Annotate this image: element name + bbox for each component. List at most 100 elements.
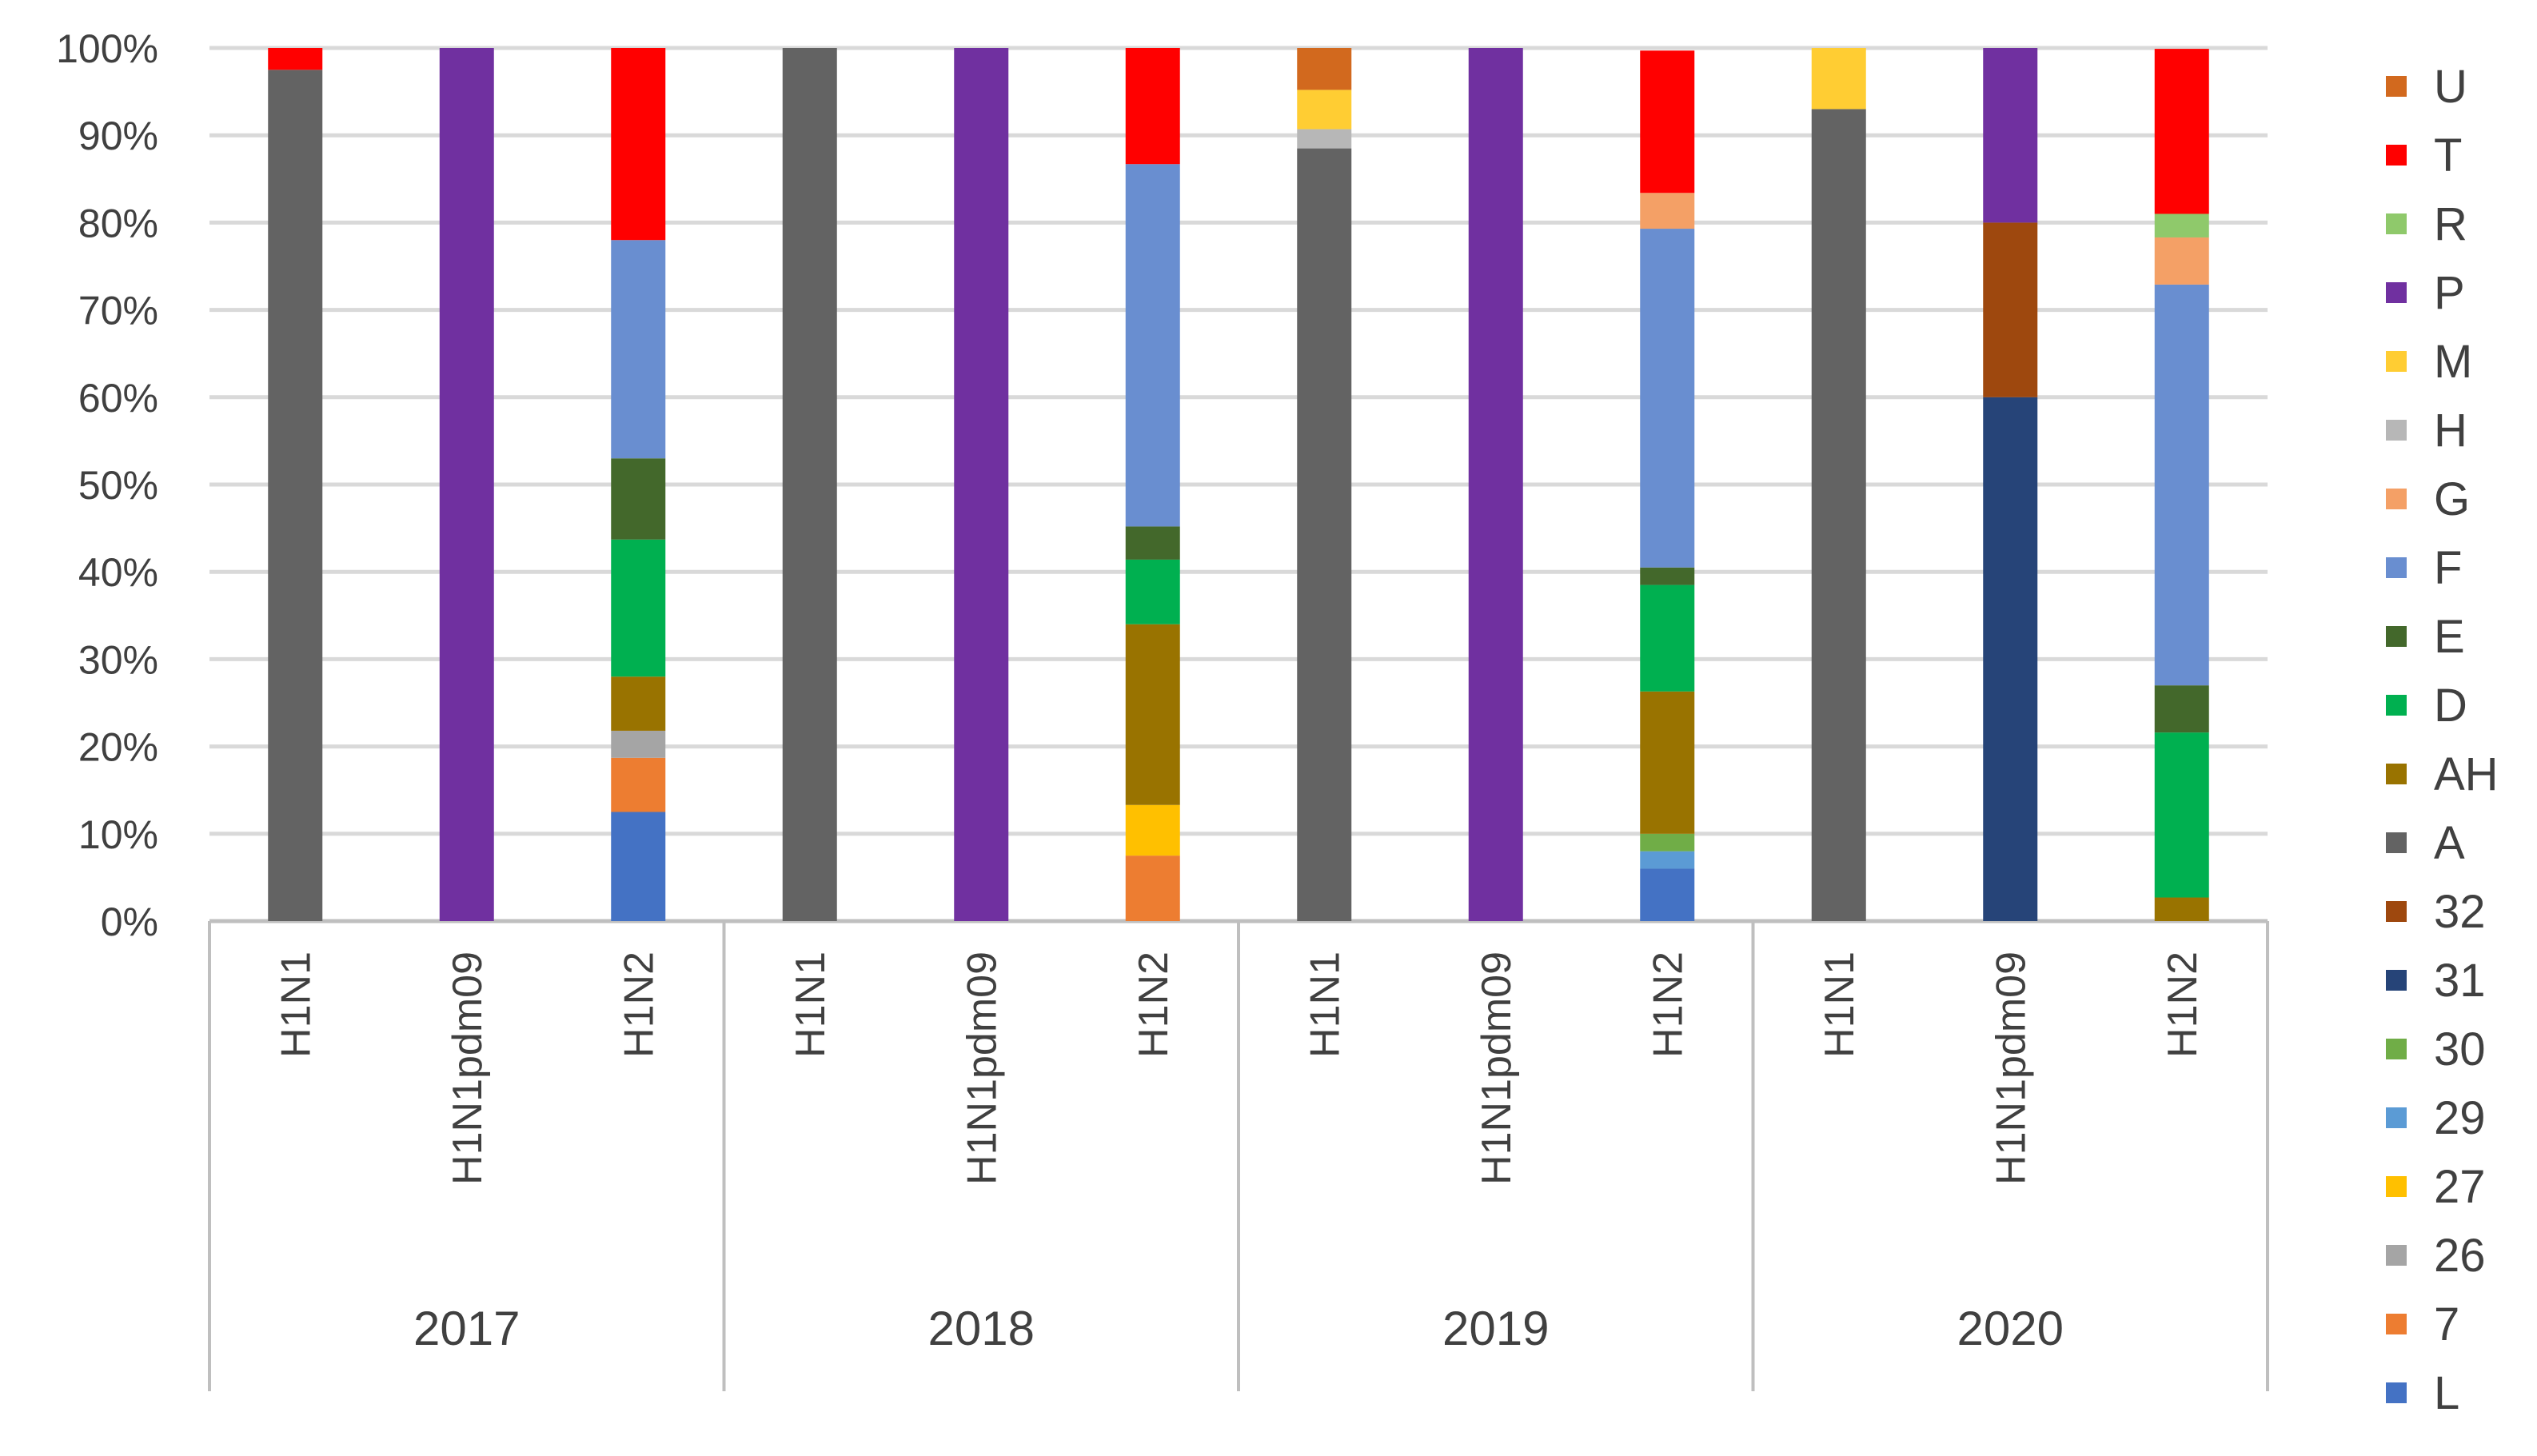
- group-label: 2020: [1957, 1302, 2064, 1355]
- y-tick-label: 40%: [78, 550, 158, 595]
- legend-swatch: [2386, 764, 2407, 784]
- legend-label: 27: [2434, 1161, 2486, 1213]
- legend-label: T: [2434, 130, 2462, 182]
- bar-segment-R: [2154, 213, 2209, 237]
- y-tick-label: 80%: [78, 201, 158, 245]
- bar-segment-D: [2154, 732, 2209, 898]
- bar-segment-T: [1125, 48, 1180, 165]
- bar-segment-F: [1640, 229, 1695, 568]
- bar-segment-G: [2154, 237, 2209, 285]
- legend-swatch: [2386, 1107, 2407, 1128]
- bar-segment-H: [1297, 129, 1352, 149]
- x-tick-label: H1N1pdm09: [959, 951, 1005, 1185]
- bar-segment-30: [1640, 833, 1695, 852]
- bar-segment-D: [1640, 584, 1695, 692]
- legend-label: 31: [2434, 955, 2486, 1007]
- bar-segment-7: [1125, 856, 1180, 921]
- y-tick-label: 60%: [78, 376, 158, 421]
- bars: [268, 48, 2209, 921]
- legend-label: 26: [2434, 1230, 2486, 1282]
- bar-segment-P: [1468, 48, 1523, 921]
- bar-segment-F: [1125, 164, 1180, 527]
- legend-label: 30: [2434, 1023, 2486, 1075]
- x-tick-label: H1N1: [788, 951, 834, 1058]
- bar-segment-M: [1297, 90, 1352, 130]
- legend-label: AH: [2434, 748, 2499, 800]
- bar-segment-T: [268, 48, 323, 70]
- legend-swatch: [2386, 695, 2407, 716]
- legend-swatch: [2386, 901, 2407, 922]
- group-label: 2018: [928, 1302, 1035, 1355]
- legend-swatch: [2386, 213, 2407, 234]
- bar-segment-T: [1640, 50, 1695, 193]
- bar-segment-F: [2154, 284, 2209, 686]
- x-tick-label: H1N1: [273, 951, 319, 1058]
- y-tick-label: 50%: [78, 463, 158, 508]
- bar-segment-31: [1983, 397, 2038, 921]
- bar-segment-L: [611, 812, 666, 921]
- x-tick-label: H1N2: [2160, 951, 2206, 1058]
- bar-segment-P: [1983, 48, 2038, 223]
- legend-label: R: [2434, 198, 2467, 250]
- legend-swatch: [2386, 282, 2407, 303]
- legend-label: 7: [2434, 1298, 2459, 1350]
- group-label: 2019: [1442, 1302, 1549, 1355]
- legend-swatch: [2386, 351, 2407, 372]
- bar-segment-AH: [611, 676, 666, 731]
- legend-swatch: [2386, 145, 2407, 166]
- x-tick-label: H1N1pdm09: [445, 951, 491, 1185]
- bar-segment-AH: [1125, 624, 1180, 805]
- y-tick-label: 10%: [78, 812, 158, 857]
- legend-swatch: [2386, 557, 2407, 578]
- legend-swatch: [2386, 420, 2407, 441]
- bar-segment-A: [1297, 148, 1352, 921]
- legend-label: P: [2434, 267, 2465, 319]
- legend-label: 29: [2434, 1092, 2486, 1144]
- legend-swatch: [2386, 832, 2407, 853]
- legend-swatch: [2386, 76, 2407, 97]
- gridlines: [209, 46, 2268, 923]
- legend-swatch: [2386, 970, 2407, 991]
- bar-segment-26: [611, 730, 666, 758]
- bar-segment-AH: [1640, 691, 1695, 834]
- legend-label: M: [2434, 336, 2472, 388]
- x-tick-label: H1N1: [1817, 951, 1863, 1058]
- bar-segment-M: [1811, 48, 1866, 110]
- axes: 0% 10% 20% 30% 40% 50% 60% 70% 80% 90% 100% H1N1 H1N…: [56, 26, 2269, 1391]
- bar-segment-A: [782, 48, 837, 921]
- y-tick-label: 100%: [56, 26, 158, 71]
- bar-segment-D: [1125, 559, 1180, 624]
- y-tick-label: 90%: [78, 114, 158, 158]
- y-tick-label: 70%: [78, 289, 158, 333]
- y-tick-label: 30%: [78, 637, 158, 682]
- legend-label: E: [2434, 611, 2465, 663]
- legend-label: 32: [2434, 886, 2486, 938]
- x-tick-label: H1N2: [616, 951, 662, 1058]
- bar-segment-E: [611, 458, 666, 540]
- x-tick-label: H1N2: [1645, 951, 1691, 1058]
- x-tick-label: H1N1: [1302, 951, 1348, 1058]
- bar-segment-A: [268, 70, 323, 921]
- bar-segment-U: [1297, 48, 1352, 90]
- bar-segment-E: [1640, 567, 1695, 585]
- bar-segment-32: [1983, 222, 2038, 397]
- legend-swatch: [2386, 1245, 2407, 1266]
- bar-segment-T: [611, 48, 666, 241]
- bar-segment-P: [439, 48, 494, 921]
- bar-segment-P: [954, 48, 1009, 921]
- bar-segment-E: [2154, 685, 2209, 733]
- x-tick-label: H1N1pdm09: [1474, 951, 1520, 1185]
- bar-segment-D: [611, 539, 666, 677]
- legend-swatch: [2386, 1314, 2407, 1334]
- legend-label: U: [2434, 61, 2467, 113]
- legend-label: F: [2434, 542, 2462, 594]
- bar-segment-E: [1125, 526, 1180, 560]
- legend-swatch: [2386, 1382, 2407, 1403]
- y-tick-label: 0%: [101, 900, 158, 944]
- legend-label: G: [2434, 473, 2470, 525]
- bar-segment-29: [1640, 851, 1695, 869]
- legend-label: L: [2434, 1367, 2459, 1419]
- legend-swatch: [2386, 1176, 2407, 1197]
